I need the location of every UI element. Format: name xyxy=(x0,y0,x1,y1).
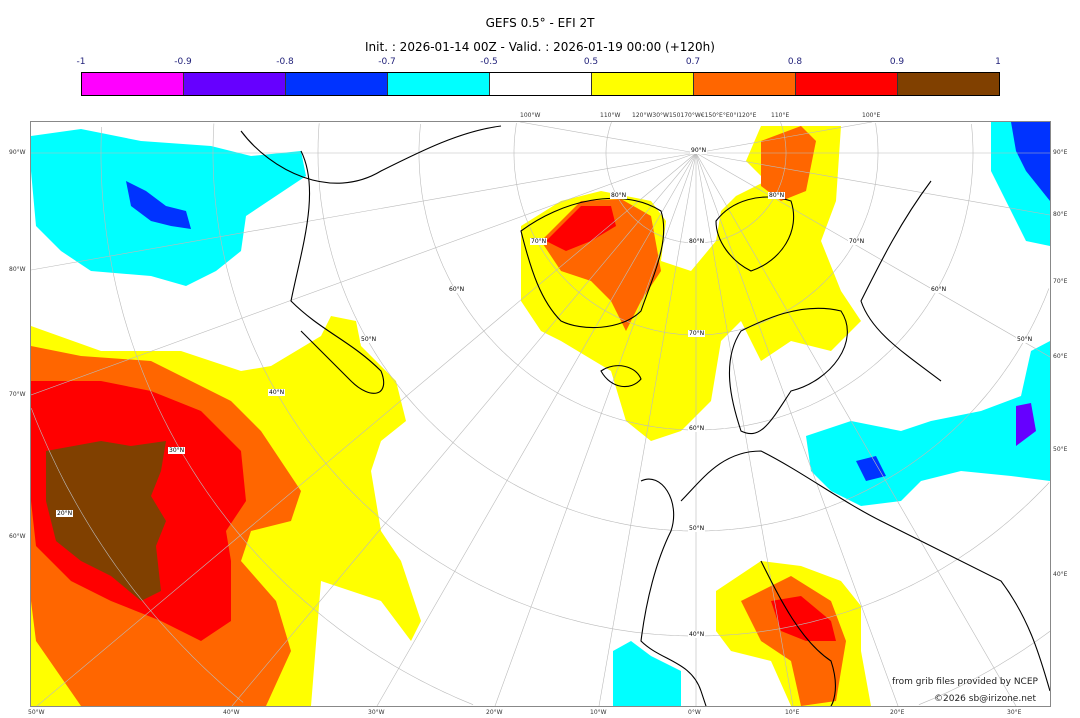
colorbar-tick: -0.5 xyxy=(480,57,498,67)
latitude-circle xyxy=(31,408,244,703)
orange-field-svalbard xyxy=(761,126,816,201)
lat-label: 50°N xyxy=(688,525,706,532)
colorbar-tick: -0.8 xyxy=(276,57,294,67)
left-axis-label: 90°W xyxy=(9,149,26,156)
brown-field-atlantic xyxy=(46,441,166,601)
bottom-axis-label: 30°E xyxy=(1007,709,1022,716)
lat-label: 40°N xyxy=(688,631,706,638)
right-axis-label: 60°E xyxy=(1053,353,1068,360)
right-axis-label: 50°E xyxy=(1053,446,1068,453)
lat-label: 20°N xyxy=(56,510,74,517)
bottom-axis-label: 10°W xyxy=(590,709,607,716)
top-axis-label: 100°E xyxy=(862,112,881,119)
latitude-circle xyxy=(317,123,1050,532)
colorbar-tick: 0.8 xyxy=(787,57,803,67)
bottom-axis-label: 40°W xyxy=(223,709,240,716)
bottom-axis-label: 50°W xyxy=(28,709,45,716)
lat-label: 50°N xyxy=(360,336,378,343)
bottom-axis-label: 10°E xyxy=(785,709,800,716)
map-canvas xyxy=(31,122,1050,706)
colorbar-tick: 0.9 xyxy=(889,57,905,67)
right-axis-label: 40°E xyxy=(1053,571,1068,578)
latitude-circle xyxy=(418,123,974,431)
lat-label: 70°N xyxy=(530,238,548,245)
colorbar-tick: -1 xyxy=(76,57,86,67)
colorbar-tick: 0.5 xyxy=(583,57,599,67)
colorbar xyxy=(81,72,1000,96)
colorbar-segment xyxy=(82,73,184,95)
colorbar-tick: -0.9 xyxy=(174,57,192,67)
bottom-axis-label: 30°W xyxy=(368,709,385,716)
lat-label: 50°N xyxy=(1016,336,1034,343)
orange-field-italy xyxy=(741,576,846,706)
lat-label: 80°N xyxy=(688,238,706,245)
lat-label: 60°N xyxy=(930,286,948,293)
right-axis-label: 70°E xyxy=(1053,278,1068,285)
top-axis-label: 100°W xyxy=(520,112,541,119)
map-subtitle: Init. : 2026-01-14 00Z - Valid. : 2026-0… xyxy=(365,40,715,54)
blue-field-russia xyxy=(856,456,886,481)
latitude-circle xyxy=(971,123,974,153)
credit-ncep: from grib files provided by NCEP xyxy=(892,677,1038,687)
credit-copyright: ©2026 sb@irizone.net xyxy=(934,694,1036,704)
top-axis-label: 110°W xyxy=(600,112,621,119)
bottom-axis-label: 0°W xyxy=(688,709,701,716)
colorbar-segment xyxy=(286,73,388,95)
latitude-circle xyxy=(780,122,787,153)
red-field-italy xyxy=(771,596,836,641)
colorbar-segment xyxy=(388,73,490,95)
left-axis-label: 80°W xyxy=(9,266,26,273)
top-axis-label: 120°W30°W150170°W€150°E°E0°I120°E xyxy=(632,112,757,119)
top-axis-label: 110°E xyxy=(771,112,790,119)
colorbar-tick: 0.7 xyxy=(685,57,701,67)
lat-label: 60°N xyxy=(448,286,466,293)
latitude-circle xyxy=(605,122,787,244)
colorbar-tick: -0.7 xyxy=(378,57,396,67)
cyan-field-iberia xyxy=(613,641,681,706)
purple-field-russia xyxy=(1016,403,1036,446)
efi-map: 90°N 80°N 80°N 80°N 70°N 70°N 70°N 60°N … xyxy=(30,121,1051,707)
colorbar-segment xyxy=(796,73,898,95)
colorbar-segment xyxy=(592,73,694,95)
efi-fields xyxy=(31,122,1050,706)
latitude-circle xyxy=(875,122,879,153)
blue-field-ne xyxy=(1011,122,1050,201)
cyan-field-russia xyxy=(806,341,1050,506)
right-axis-label: 80°E xyxy=(1053,211,1068,218)
right-axis-label: 90°E xyxy=(1053,149,1068,156)
lat-label: 60°N xyxy=(688,425,706,432)
left-axis-label: 70°W xyxy=(9,391,26,398)
colorbar-segment xyxy=(184,73,286,95)
colorbar-tick: 1 xyxy=(995,57,1001,67)
red-field-greenland xyxy=(546,206,616,251)
latitude-circle xyxy=(100,126,474,705)
left-axis-label: 60°W xyxy=(9,533,26,540)
bottom-axis-label: 20°W xyxy=(486,709,503,716)
lat-label: 80°N xyxy=(610,192,628,199)
lat-label: 70°N xyxy=(848,238,866,245)
map-title: GEFS 0.5° - EFI 2T xyxy=(485,16,595,30)
coastlines xyxy=(240,125,1050,706)
lat-label: 90°N xyxy=(690,147,708,154)
latitude-circle xyxy=(918,631,1050,705)
lat-label: 70°N xyxy=(688,330,706,337)
latitude-circle xyxy=(513,122,879,336)
latitude-circle xyxy=(212,123,1050,637)
bottom-axis-label: 20°E xyxy=(890,709,905,716)
colorbar-segment xyxy=(490,73,592,95)
lat-label: 80°N xyxy=(768,192,786,199)
blue-field-canada xyxy=(126,181,191,229)
colorbar-segment xyxy=(898,73,999,95)
colorbar-segment xyxy=(694,73,796,95)
graticule xyxy=(31,122,1050,706)
lat-label: 40°N xyxy=(268,389,286,396)
lat-label: 30°N xyxy=(168,447,186,454)
